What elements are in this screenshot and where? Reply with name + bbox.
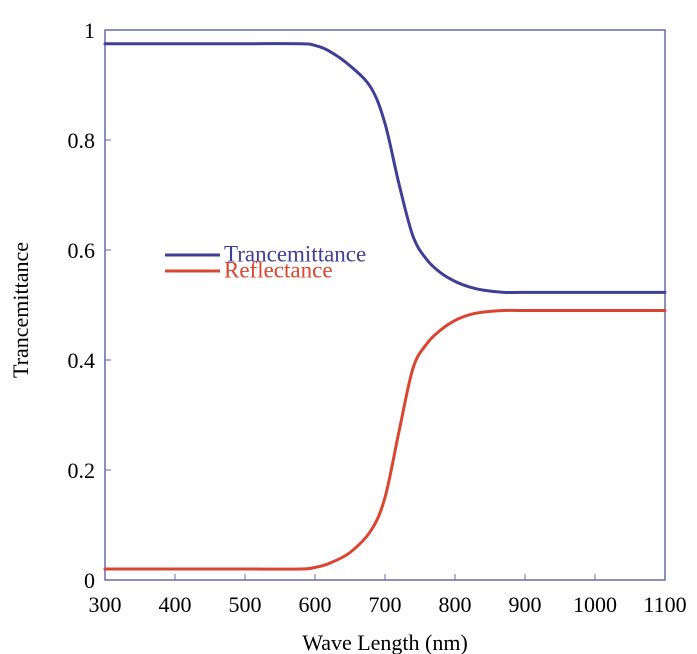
y-tick-label: 0.4 (68, 348, 96, 373)
x-tick-label: 300 (89, 592, 122, 617)
legend-label-trancemittance: Trancemittance (224, 241, 366, 266)
x-tick-label: 700 (369, 592, 402, 617)
y-tick-label: 0 (84, 568, 95, 593)
y-tick-label: 0.8 (68, 128, 96, 153)
x-tick-label: 900 (509, 592, 542, 617)
legend-label-reflectance: Reflectance (224, 257, 333, 282)
y-tick-label: 0.6 (68, 238, 96, 263)
x-tick-label: 500 (229, 592, 262, 617)
x-tick-label: 1000 (573, 592, 617, 617)
series-line-reflectance (103, 308, 667, 571)
x-axis-title: Wave Length (nm) (302, 630, 468, 654)
y-axis-title: Trancemittance (8, 242, 33, 378)
y-tick-label: 0.2 (68, 458, 96, 483)
x-tick-label: 600 (299, 592, 332, 617)
y-tick-label: 1 (84, 18, 95, 43)
x-tick-label: 400 (159, 592, 192, 617)
x-tick-label: 1100 (643, 592, 686, 617)
series-line-trancemittance (103, 42, 667, 295)
x-tick-label: 800 (439, 592, 472, 617)
